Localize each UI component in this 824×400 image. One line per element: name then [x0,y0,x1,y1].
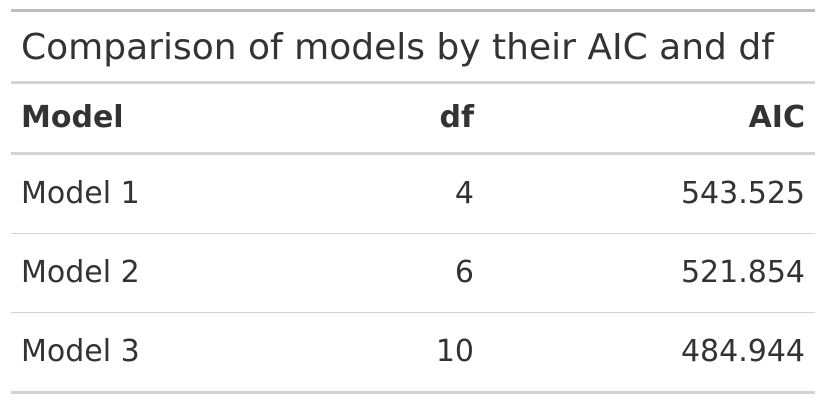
column-header-aic: AIC [484,84,815,155]
cell-model: Model 1 [11,153,241,234]
column-header-model: Model [11,84,241,155]
cell-model: Model 2 [11,233,241,313]
model-table: Model df AIC Model 1 4 543.525 Model 2 6… [11,84,815,394]
table-row: Model 1 4 543.525 [11,153,815,234]
cell-aic: 543.525 [484,153,815,234]
table-title: Comparison of models by their AIC and df [11,12,815,84]
cell-model: Model 3 [11,312,241,394]
cell-aic: 484.944 [484,312,815,394]
table-row: Model 3 10 484.944 [11,312,815,394]
table-top-rule [11,9,815,12]
cell-df: 10 [241,312,484,394]
cell-aic: 521.854 [484,233,815,313]
table-row: Model 2 6 521.854 [11,233,815,313]
header-row: Model df AIC [11,84,815,155]
cell-df: 6 [241,233,484,313]
model-comparison-table: Comparison of models by their AIC and df… [11,9,815,394]
cell-df: 4 [241,153,484,234]
column-header-df: df [241,84,484,155]
